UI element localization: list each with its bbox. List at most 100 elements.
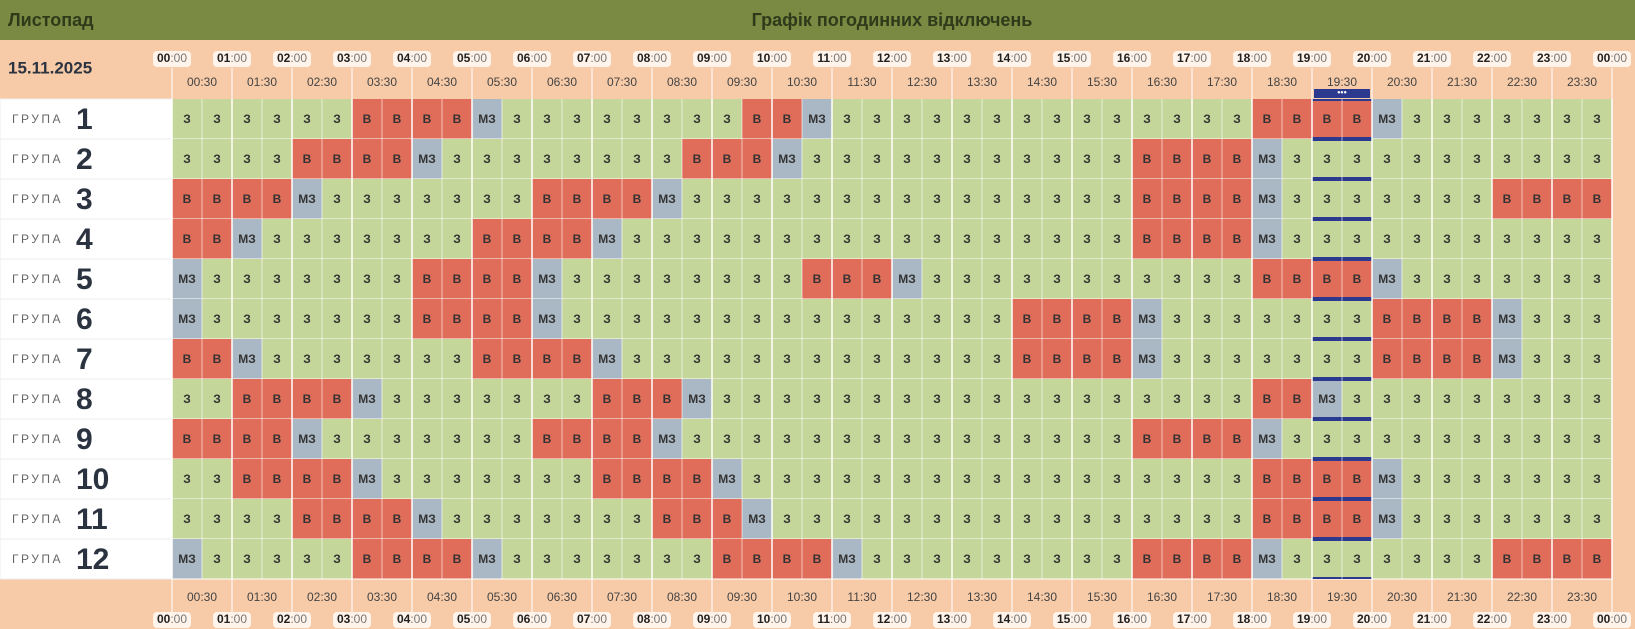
slot-cell [1342,219,1372,259]
slot-cell [1492,419,1522,459]
half-hour-label: 02:30 [307,75,337,89]
slot-cell [1042,139,1072,179]
slot-status: В [633,192,642,206]
slot-cell [262,219,292,259]
slot-status: З [243,312,251,326]
half-hour-label: 17:30 [1207,590,1237,604]
hour-suffix: :00 [1430,51,1447,65]
half-hour-label: 05:30 [487,75,517,89]
slot-cell [952,179,982,219]
slot-cell [172,259,202,299]
slot-status: В [1233,152,1242,166]
slot-cell [172,499,202,539]
hour-suffix: :00 [830,51,847,65]
slot-status: В [1323,112,1332,126]
slot-cell [712,379,742,419]
slot-cell [1282,259,1312,299]
slot-cell [1462,499,1492,539]
slot-cell [232,139,262,179]
slot-status: В [753,112,762,126]
slot-cell [1102,499,1132,539]
hour-pill [573,51,611,67]
slot-status: МЗ [1378,112,1396,126]
slot-cell [982,499,1012,539]
hour-label: 18:00 [1237,51,1267,65]
slot-status: В [273,432,282,446]
slot-cell [922,459,952,499]
slot-cell [292,459,322,499]
slot-cell [1522,299,1552,339]
slot-status: З [723,232,731,246]
hour-label: 12:00 [877,51,907,65]
slot-status: З [1473,112,1481,126]
slot-status: З [993,192,1001,206]
slot-status: В [483,232,492,246]
hour-number: 02 [277,612,291,626]
slot-cell [832,139,862,179]
slot-cell [1342,99,1372,139]
slot-cell [502,139,532,179]
slot-status: З [183,512,191,526]
slot-status: З [693,192,701,206]
group-number: 3 [76,183,93,216]
slot-status: З [813,392,821,406]
slot-status: В [303,152,312,166]
slot-cell [1432,299,1462,339]
slot-status: З [513,392,521,406]
slot-cell [382,139,412,179]
slot-cell [1162,459,1192,499]
slot-cell [1162,259,1192,299]
slot-cell [1282,459,1312,499]
slot-cell [1162,139,1192,179]
half-hour-label: 09:30 [727,590,757,604]
slot-cell [982,379,1012,419]
slot-cell [832,99,862,139]
slot-status: З [933,272,941,286]
slot-status: З [1413,512,1421,526]
slot-cell [1282,379,1312,419]
slot-cell [502,219,532,259]
slot-cell [622,339,652,379]
slot-cell [172,139,202,179]
slot-status: З [873,312,881,326]
slot-status: З [813,232,821,246]
slot-status: В [333,152,342,166]
slot-cell [1582,179,1612,219]
slot-cell [1312,379,1342,419]
slot-cell [1012,539,1042,579]
slot-status: З [813,472,821,486]
slot-cell [352,419,382,459]
slot-cell [292,539,322,579]
group-word: ГРУПА [12,512,63,526]
slot-cell [1102,179,1132,219]
slot-cell [472,539,502,579]
slot-status: З [513,552,521,566]
hour-label: 05:00 [457,51,487,65]
slot-status: З [843,112,851,126]
group-number: 2 [76,143,93,176]
slot-cell [1432,339,1462,379]
slot-cell [1462,179,1492,219]
slot-status: З [903,112,911,126]
hour-suffix: :00 [290,51,307,65]
slot-status: З [633,352,641,366]
slot-status: З [843,312,851,326]
group-label-bg [0,498,173,540]
slot-status: З [633,232,641,246]
slot-status: В [183,352,192,366]
slot-cell [472,139,502,179]
slot-cell [442,499,472,539]
half-hour-label: 06:30 [547,75,577,89]
slot-status: МЗ [478,112,496,126]
slot-status: В [1293,472,1302,486]
slot-cell [952,139,982,179]
slot-status: З [1173,352,1181,366]
half-hour-label: 13:30 [967,75,997,89]
slot-status: З [1473,232,1481,246]
slot-status: З [1083,152,1091,166]
slot-cell [1372,499,1402,539]
slot-cell [1402,379,1432,419]
slot-status: З [663,152,671,166]
hour-pill [753,51,791,67]
slot-status: З [1443,112,1451,126]
